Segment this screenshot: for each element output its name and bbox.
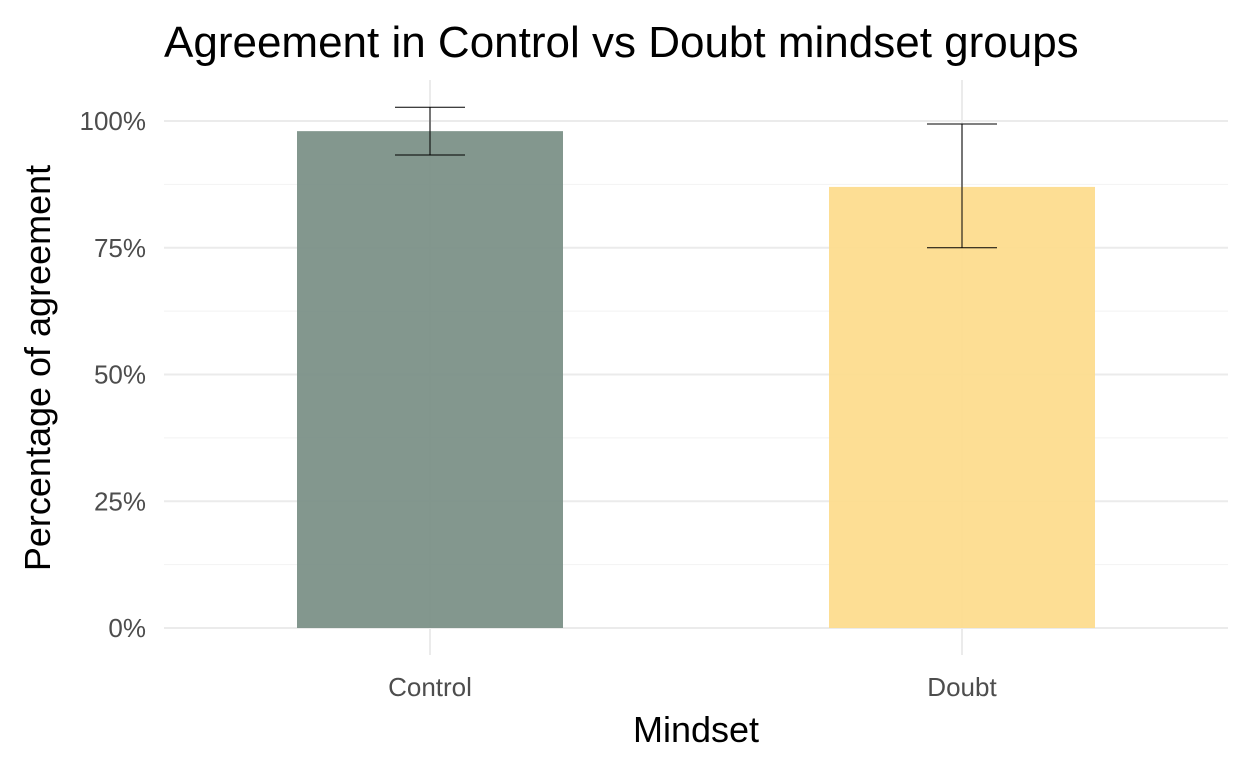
x-tick-label: Control bbox=[388, 672, 472, 702]
y-tick-label: 100% bbox=[80, 106, 147, 136]
bar-doubt bbox=[829, 186, 1095, 628]
y-axis-ticks: 0% 25% 50% 75% 100% bbox=[80, 106, 147, 643]
bars bbox=[297, 131, 1095, 628]
error-bar-control bbox=[395, 106, 465, 156]
x-tick-label: Doubt bbox=[927, 672, 997, 702]
y-tick-label: 25% bbox=[94, 486, 146, 516]
bar-control bbox=[297, 131, 563, 628]
y-tick-label: 75% bbox=[94, 233, 146, 263]
y-tick-label: 0% bbox=[108, 613, 146, 643]
error-bar-doubt bbox=[927, 123, 997, 249]
y-axis-title: Percentage of agreement bbox=[17, 165, 58, 571]
chart-title: Agreement in Control vs Doubt mindset gr… bbox=[164, 18, 1079, 67]
x-axis-title: Mindset bbox=[633, 709, 759, 750]
y-tick-label: 50% bbox=[94, 360, 146, 390]
x-axis-ticks: Control Doubt bbox=[388, 672, 997, 702]
error-bars bbox=[395, 106, 997, 249]
